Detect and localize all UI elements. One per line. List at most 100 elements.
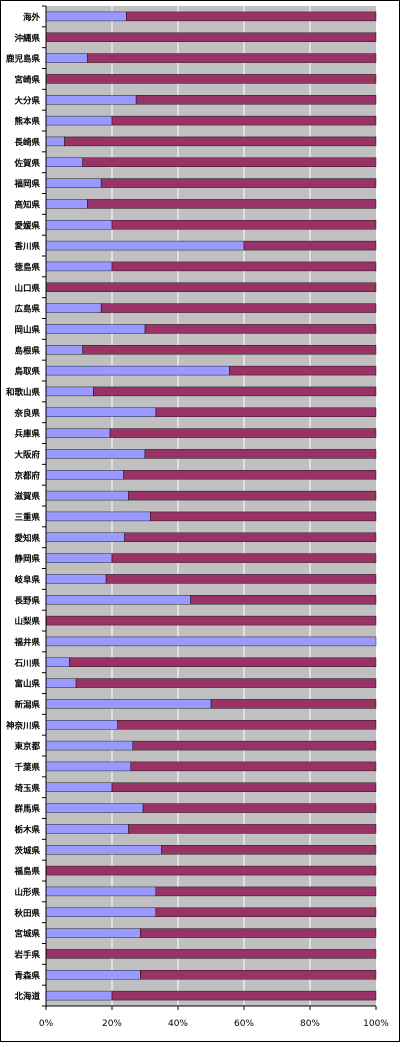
category-label: 埼玉県 bbox=[14, 783, 40, 794]
category-label: 滋賀県 bbox=[14, 491, 40, 502]
bar-segment-series-2 bbox=[105, 574, 377, 584]
category-label: 鹿児島県 bbox=[5, 54, 41, 65]
bar-segment-series-2 bbox=[111, 261, 377, 272]
category-label: 福井県 bbox=[13, 637, 40, 648]
bar-segment-series-2 bbox=[45, 949, 377, 959]
category-label: 岩手県 bbox=[13, 949, 40, 960]
bar-segment-series-2 bbox=[45, 615, 377, 626]
bar-segment-series-1 bbox=[45, 490, 129, 501]
category-label: 青森県 bbox=[14, 970, 40, 981]
bar-segment-series-1 bbox=[45, 115, 113, 126]
category-label: 秋田県 bbox=[13, 908, 40, 919]
category-label: 栃木県 bbox=[14, 824, 40, 835]
category-label: 宮城県 bbox=[14, 929, 40, 940]
category-label: 千葉県 bbox=[14, 762, 40, 773]
category-label: 福島県 bbox=[13, 866, 40, 877]
grid-lines bbox=[111, 6, 311, 1006]
category-label: 兵庫県 bbox=[14, 429, 40, 440]
bar-segment-series-2 bbox=[190, 595, 377, 605]
bar-segment-series-1 bbox=[45, 345, 83, 355]
bar-segment-series-2 bbox=[45, 32, 377, 42]
bar-segment-series-1 bbox=[45, 761, 132, 772]
bar-segment-series-2 bbox=[75, 678, 377, 688]
category-label: 和歌山県 bbox=[6, 387, 41, 398]
category-label: 愛媛県 bbox=[14, 220, 40, 231]
bar-segment-series-1 bbox=[45, 928, 141, 938]
category-label: 東京都 bbox=[14, 741, 40, 752]
axes bbox=[42, 5, 377, 1010]
bar-segment-series-2 bbox=[45, 74, 377, 84]
bar-segment-series-1 bbox=[45, 407, 157, 417]
bar-segment-series-1 bbox=[45, 220, 113, 230]
bar-segment-series-1 bbox=[45, 157, 83, 167]
category-label: 宮崎県 bbox=[14, 74, 40, 85]
bar-segment-series-2 bbox=[111, 990, 377, 1001]
bar-segment-series-1 bbox=[45, 324, 146, 334]
bar-segment-series-2 bbox=[100, 303, 377, 313]
bar-segment-series-1 bbox=[45, 449, 146, 459]
bar-segment-series-1 bbox=[45, 907, 157, 917]
bar-segment-series-2 bbox=[155, 907, 377, 917]
bar-segment-series-1 bbox=[45, 386, 94, 397]
bar-segment-series-1 bbox=[45, 240, 245, 251]
bar-segment-series-2 bbox=[82, 345, 377, 355]
category-label: 静岡県 bbox=[14, 554, 40, 565]
category-label: 愛知県 bbox=[14, 533, 40, 544]
category-label: 山梨県 bbox=[14, 616, 40, 627]
bar-segment-series-2 bbox=[130, 761, 377, 772]
category-label: 京都府 bbox=[14, 470, 40, 481]
category-label: 佐賀県 bbox=[13, 158, 40, 169]
bar-segment-series-2 bbox=[45, 282, 377, 292]
bar-segment-series-2 bbox=[117, 720, 377, 730]
bar-segment-series-1 bbox=[45, 574, 107, 584]
bar-segment-series-2 bbox=[128, 824, 377, 834]
bar-segment-series-2 bbox=[140, 928, 377, 938]
bar-segment-series-2 bbox=[128, 490, 377, 501]
category-label: 群馬県 bbox=[13, 804, 40, 815]
category-label: 沖縄県 bbox=[14, 33, 40, 44]
bar-segment-series-2 bbox=[87, 53, 377, 63]
bar-segment-series-1 bbox=[45, 657, 70, 667]
category-label: 三重県 bbox=[14, 512, 40, 523]
bar-segment-series-2 bbox=[132, 740, 377, 751]
bar-segment-series-2 bbox=[109, 428, 377, 438]
category-label: 香川県 bbox=[13, 241, 40, 252]
bar-segment-series-1 bbox=[45, 303, 102, 313]
bar-segment-series-2 bbox=[210, 699, 377, 709]
category-label: 海外 bbox=[23, 12, 41, 23]
category-label: 熊本県 bbox=[14, 116, 40, 127]
category-label: 福岡県 bbox=[13, 179, 40, 190]
bar-segment-series-1 bbox=[45, 782, 113, 792]
bar-segment-series-2 bbox=[92, 386, 377, 397]
bar-segment-series-2 bbox=[45, 865, 377, 876]
category-label: 鳥取県 bbox=[14, 366, 40, 377]
bar-segment-series-1 bbox=[45, 365, 230, 376]
category-label: 石川県 bbox=[13, 658, 40, 669]
category-label: 茨城県 bbox=[14, 845, 40, 856]
bar-segment-series-1 bbox=[45, 95, 137, 105]
x-tick-label: 40% bbox=[168, 1019, 188, 1029]
bar-segment-series-2 bbox=[144, 449, 377, 459]
bar-segment-series-2 bbox=[64, 136, 377, 147]
category-label: 岡山県 bbox=[14, 324, 40, 335]
bar-segment-series-1 bbox=[45, 678, 77, 688]
bar-segment-series-2 bbox=[135, 95, 377, 105]
bar-series bbox=[45, 11, 377, 1001]
bar-segment-series-1 bbox=[45, 470, 124, 480]
x-tick-label: 20% bbox=[102, 1019, 122, 1029]
category-label: 岐阜県 bbox=[14, 574, 40, 585]
x-tick-label: 100% bbox=[363, 1019, 389, 1029]
bar-segment-series-1 bbox=[45, 261, 113, 272]
bar-segment-series-1 bbox=[45, 970, 141, 980]
bar-segment-series-2 bbox=[111, 553, 377, 563]
category-label: 徳島県 bbox=[13, 262, 40, 273]
category-label: 長崎県 bbox=[14, 137, 40, 148]
x-tick-label: 0% bbox=[39, 1019, 54, 1029]
bar-segment-series-1 bbox=[45, 886, 157, 897]
bar-segment-series-2 bbox=[123, 470, 377, 480]
bar-segment-series-1 bbox=[45, 845, 162, 855]
category-label: 山形県 bbox=[14, 887, 40, 898]
x-tick-labels: 0% 20% 40% 60% 80% 100% bbox=[39, 1019, 389, 1029]
category-label: 神奈川県 bbox=[6, 720, 41, 731]
category-label: 大分県 bbox=[14, 95, 40, 106]
